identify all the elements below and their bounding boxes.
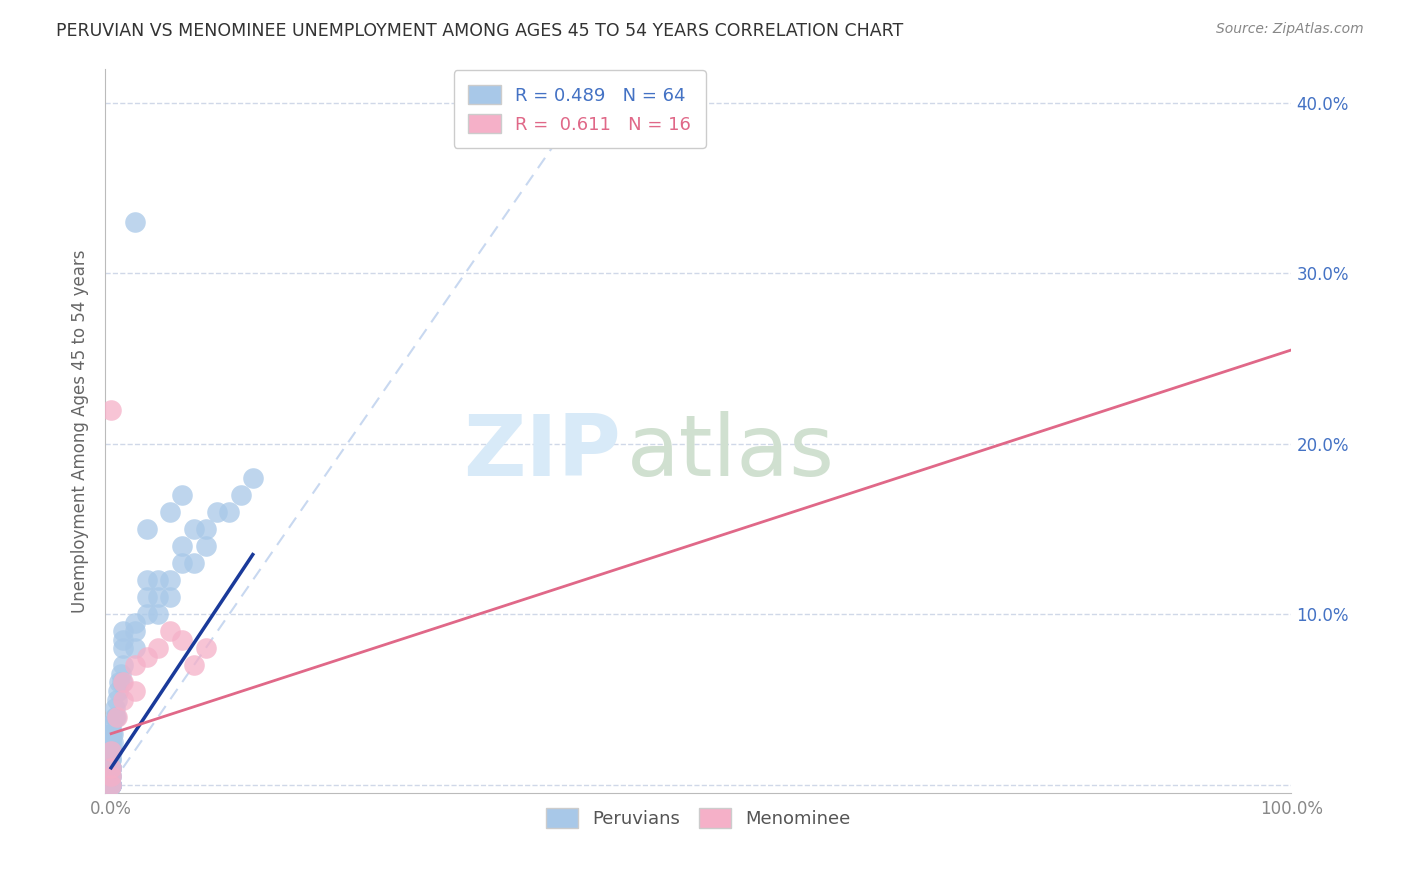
Point (100, 726, 122, 740)
Point (124, 615, 146, 630)
Point (159, 591, 181, 605)
Point (111, 632, 134, 647)
Text: ZIP: ZIP (464, 411, 621, 494)
Text: Source: ZipAtlas.com: Source: ZipAtlas.com (1216, 22, 1364, 37)
Text: atlas: atlas (627, 411, 835, 494)
Point (100, 761, 122, 775)
Point (100, 744, 122, 758)
Point (100, 744, 122, 758)
Point (100, 769, 122, 783)
Point (124, 215, 146, 229)
Point (108, 675, 131, 690)
Point (148, 607, 170, 622)
Point (101, 744, 124, 758)
Point (100, 769, 122, 783)
Point (194, 641, 217, 656)
Point (242, 471, 264, 485)
Point (100, 778, 122, 792)
Point (218, 505, 240, 519)
Point (100, 735, 122, 749)
Point (183, 522, 205, 536)
Point (229, 488, 252, 502)
Point (103, 735, 125, 749)
Point (104, 709, 127, 723)
Point (207, 505, 229, 519)
Point (124, 641, 146, 656)
Point (183, 658, 205, 673)
Point (100, 761, 122, 775)
Point (107, 684, 129, 698)
Point (111, 675, 134, 690)
Point (100, 402, 122, 417)
Point (159, 624, 181, 639)
Point (100, 726, 122, 740)
Point (170, 488, 193, 502)
Point (135, 522, 157, 536)
Point (135, 607, 157, 622)
Point (100, 718, 122, 732)
Point (111, 641, 134, 656)
Point (170, 539, 193, 553)
Point (101, 726, 124, 740)
Point (100, 744, 122, 758)
Point (124, 684, 146, 698)
Point (170, 556, 193, 570)
Point (100, 752, 122, 766)
Point (111, 675, 134, 690)
Point (159, 505, 181, 519)
Point (135, 649, 157, 664)
Point (148, 573, 170, 587)
Point (135, 591, 157, 605)
Point (100, 778, 122, 792)
Point (103, 726, 125, 740)
Point (100, 761, 122, 775)
Point (100, 769, 122, 783)
Point (111, 658, 134, 673)
Point (124, 658, 146, 673)
Point (104, 709, 127, 723)
Point (100, 778, 122, 792)
Point (100, 778, 122, 792)
Text: PERUVIAN VS MENOMINEE UNEMPLOYMENT AMONG AGES 45 TO 54 YEARS CORRELATION CHART: PERUVIAN VS MENOMINEE UNEMPLOYMENT AMONG… (56, 22, 904, 40)
Point (100, 778, 122, 792)
Legend: Peruvians, Menominee: Peruvians, Menominee (538, 801, 858, 835)
Point (124, 624, 146, 639)
Point (104, 701, 127, 715)
Point (111, 624, 134, 639)
Point (100, 761, 122, 775)
Point (100, 778, 122, 792)
Point (159, 573, 181, 587)
Point (100, 761, 122, 775)
Point (110, 667, 132, 681)
Point (148, 591, 170, 605)
Point (111, 692, 134, 706)
Point (105, 709, 128, 723)
Point (100, 752, 122, 766)
Point (148, 641, 170, 656)
Point (183, 556, 205, 570)
Point (170, 632, 193, 647)
Point (100, 778, 122, 792)
Point (194, 539, 217, 553)
Point (100, 735, 122, 749)
Point (105, 692, 128, 706)
Y-axis label: Unemployment Among Ages 45 to 54 years: Unemployment Among Ages 45 to 54 years (72, 249, 89, 613)
Point (194, 522, 217, 536)
Point (100, 778, 122, 792)
Point (135, 573, 157, 587)
Point (100, 718, 122, 732)
